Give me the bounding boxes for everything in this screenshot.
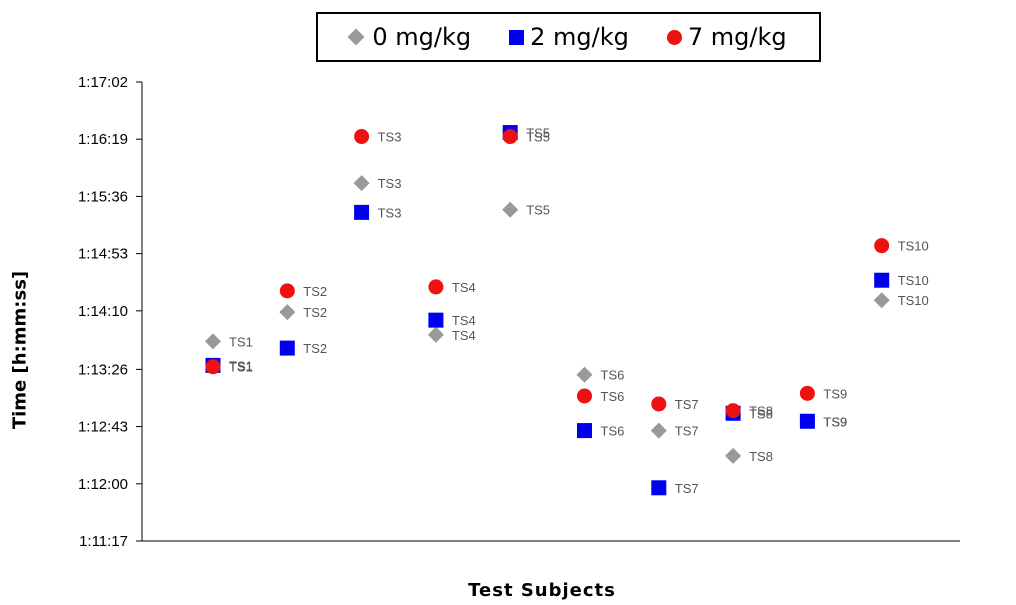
point-label: TS1: [229, 334, 253, 349]
point-label: TS6: [601, 368, 625, 383]
y-tick-label: 1:16:19: [78, 131, 128, 148]
y-axis-title: Time [h:mm:ss]: [9, 270, 31, 430]
y-tick-label: 1:12:00: [78, 476, 128, 493]
point-circle: [874, 238, 890, 254]
y-tick-label: 1:13:26: [78, 361, 128, 378]
point-circle: [577, 388, 592, 404]
legend: 0 mg/kg 2 mg/kg 7 mg/kg: [316, 12, 821, 62]
point-diamond: [725, 447, 742, 464]
point-square: [874, 272, 890, 288]
point-square: [279, 340, 295, 356]
point-label: TS8: [749, 406, 773, 421]
point-label: TS6: [601, 424, 625, 439]
point-square: [651, 480, 667, 496]
point-circle: [279, 283, 295, 299]
legend-label: 2 mg/kg: [530, 23, 629, 51]
point-label: TS10: [898, 293, 929, 308]
point-circle: [502, 129, 518, 145]
legend-label: 7 mg/kg: [687, 23, 787, 51]
point-label: TS3: [378, 205, 402, 220]
point-diamond: [650, 422, 667, 439]
point-diamond: [576, 366, 593, 383]
legend-item-1: 2 mg/kg: [509, 23, 629, 51]
point-label: TS3: [378, 130, 402, 145]
legend-diamond-icon: [347, 28, 365, 46]
point-label: TS7: [675, 397, 699, 412]
point-label: TS7: [675, 481, 699, 496]
legend-item-0: 0 mg/kg: [347, 23, 472, 51]
legend-label: 0 mg/kg: [372, 23, 472, 51]
point-label: TS8: [749, 404, 773, 419]
point-square: [354, 204, 370, 220]
point-circle: [799, 385, 815, 401]
y-tick-label: 1:17:02: [78, 74, 128, 91]
y-tick-label: 1:11:17: [79, 533, 128, 550]
point-label: TS4: [452, 280, 476, 295]
y-tick-label: 1:12:43: [78, 419, 128, 436]
point-label: TS6: [601, 389, 625, 404]
point-label: TS9: [823, 386, 847, 401]
point-label: TS4: [452, 313, 476, 328]
point-label: TS9: [823, 414, 847, 429]
point-diamond: [279, 304, 296, 321]
point-square: [799, 413, 815, 429]
point-circle: [205, 359, 221, 375]
point-circle: [651, 396, 667, 412]
point-circle: [725, 403, 741, 419]
point-label: TS8: [749, 449, 773, 464]
point-label: TS5: [526, 126, 550, 141]
y-tick-label: 1:14:10: [78, 303, 128, 320]
legend-circle-icon: [666, 29, 682, 45]
point-diamond: [427, 326, 444, 343]
point-label: TS1: [229, 360, 253, 375]
point-square: [577, 423, 592, 439]
point-circle: [428, 279, 444, 295]
y-tick-label: 1:15:36: [78, 188, 128, 205]
point-label: TS10: [898, 239, 929, 254]
x-axis-title: Test Subjects: [468, 580, 616, 601]
legend-item-2: 7 mg/kg: [666, 23, 787, 51]
point-label: TS1: [229, 358, 253, 373]
point-label: TS2: [303, 284, 327, 299]
point-square: [428, 312, 444, 328]
point-diamond: [205, 333, 221, 350]
point-label: TS10: [898, 273, 929, 288]
point-label: TS2: [303, 305, 327, 320]
point-diamond: [353, 175, 370, 192]
point-label: TS5: [526, 203, 550, 218]
legend-square-icon: [509, 29, 525, 45]
y-tick-label: 1:14:53: [78, 246, 128, 263]
point-diamond: [873, 292, 890, 309]
point-diamond: [502, 201, 519, 218]
point-label: TS2: [303, 341, 327, 356]
point-circle: [354, 129, 370, 145]
point-label: TS5: [526, 130, 550, 145]
point-label: TS9: [823, 414, 847, 429]
point-label: TS7: [675, 424, 699, 439]
point-label: TS3: [378, 176, 402, 191]
point-label: TS4: [452, 328, 476, 343]
